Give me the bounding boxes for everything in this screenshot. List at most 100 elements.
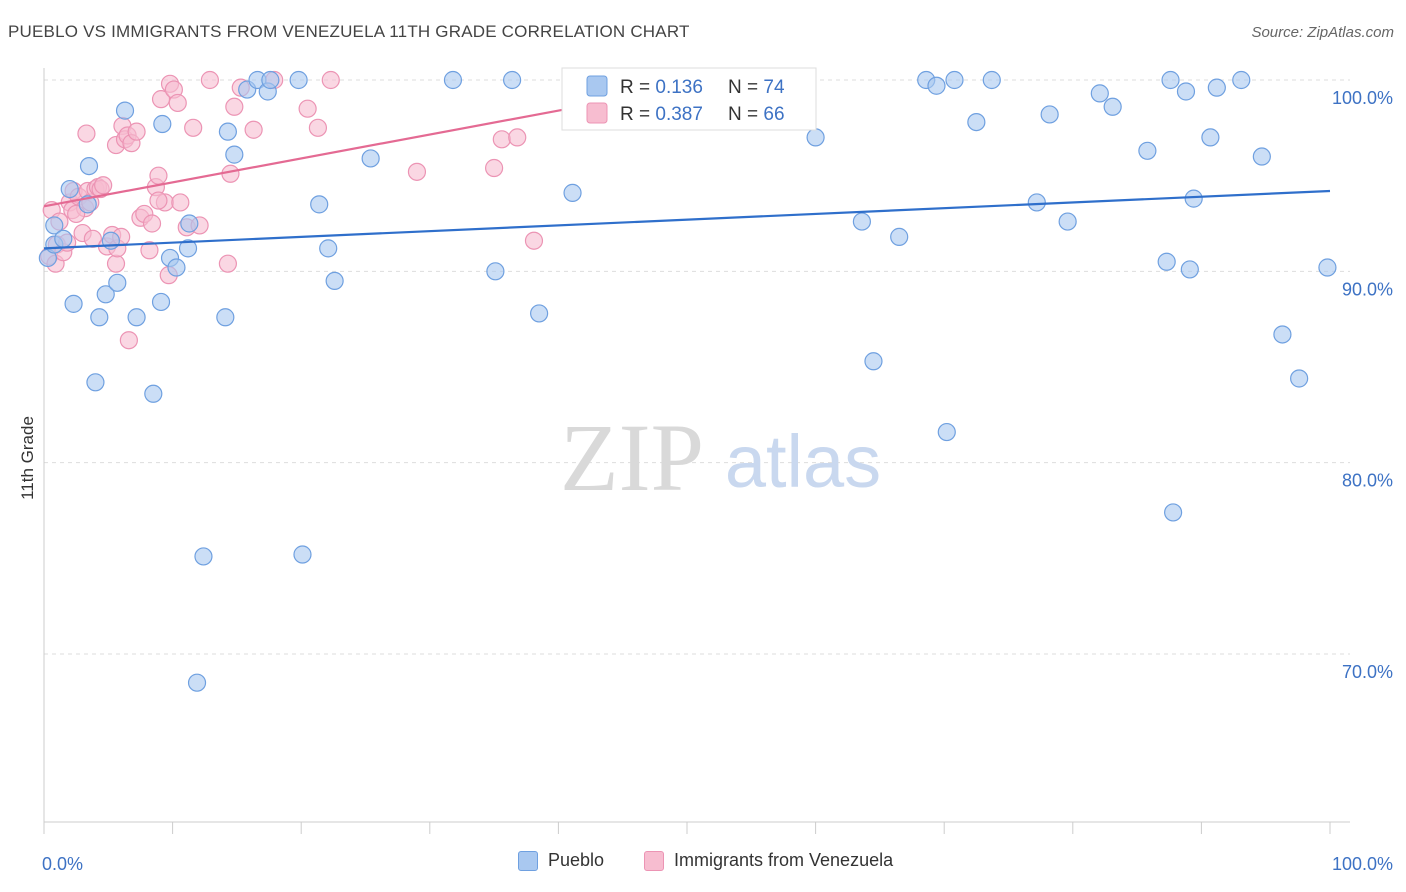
venezuela-point (171, 193, 190, 212)
venezuela-point (321, 70, 340, 90)
source-label: Source: ZipAtlas.com (1251, 24, 1394, 41)
venezuela-point (94, 176, 113, 195)
venezuela-point (485, 158, 504, 178)
venezuela-point (225, 97, 244, 116)
pueblo-point (1164, 503, 1183, 522)
pueblo-point (194, 547, 213, 566)
pueblo-point (864, 352, 883, 371)
pueblo-point (1184, 189, 1203, 208)
pueblo-point (1318, 258, 1337, 277)
pueblo-point (1252, 147, 1271, 166)
x-tick-label: 0.0% (42, 854, 83, 874)
pueblo-point (1176, 82, 1196, 101)
venezuela-point (218, 254, 237, 273)
legend-pueblo-n: N = 74 (728, 77, 785, 98)
pueblo-point (967, 112, 986, 132)
pueblo-point (1201, 128, 1220, 147)
pueblo-point (1058, 212, 1077, 231)
pueblo-point (1157, 252, 1176, 271)
venezuela-point (492, 130, 511, 149)
y-tick-label: 100.0% (1332, 88, 1393, 108)
pueblo-trend-line (43, 189, 1331, 250)
legend-item-venezuela[interactable]: Immigrants from Venezuela (644, 850, 893, 871)
venezuela-point (83, 229, 102, 248)
stats-legend: R = 0.136 N = 74 R = 0.387 N = 66 (561, 67, 817, 131)
y-axis-title: 11th Grade (18, 416, 37, 500)
pueblo-point (151, 292, 171, 312)
pueblo-point (325, 271, 344, 290)
axes (43, 68, 1350, 834)
pueblo-point (443, 70, 463, 90)
venezuela-trend-line (43, 107, 569, 208)
pueblo-point (890, 227, 909, 246)
y-tick-labels: 100.0% 90.0% 80.0% 70.0% (1332, 88, 1393, 682)
pueblo-point (187, 673, 207, 692)
pueblo-point (45, 216, 64, 235)
pueblo-point (86, 373, 105, 392)
watermark: ZIP atlas (560, 404, 881, 511)
pueblo-point (1180, 260, 1199, 279)
pueblo-point (486, 262, 505, 281)
venezuela-point (244, 120, 263, 139)
venezuela-point (308, 118, 328, 137)
legend-swatch-venezuela (586, 102, 608, 124)
pueblo-point (1232, 70, 1251, 90)
pueblo-point (1090, 84, 1109, 103)
pueblo-point (261, 70, 280, 90)
legend-label-pueblo: Pueblo (548, 850, 605, 870)
venezuela-point (184, 118, 203, 137)
pueblo-point (1207, 78, 1226, 97)
pueblo-point (60, 179, 79, 199)
pueblo-point (945, 70, 964, 90)
legend-swatch-pink (644, 850, 664, 871)
venezuela-point (77, 124, 96, 143)
pueblo-point (90, 308, 109, 327)
legend-label-venezuela: Immigrants from Venezuela (674, 850, 894, 870)
pueblo-point (563, 183, 582, 202)
pueblo-point (54, 229, 73, 248)
x-tick-label: 100.0% (1332, 854, 1393, 874)
venezuela-point (140, 241, 159, 260)
pueblo-point (1138, 141, 1157, 160)
legend-swatch-blue (518, 850, 538, 871)
pueblo-point (1040, 105, 1059, 124)
pueblo-point (1273, 325, 1292, 344)
pueblo-point (1290, 369, 1309, 388)
pueblo-point (115, 101, 135, 120)
pueblo-point (127, 308, 146, 327)
venezuela-point (298, 99, 317, 118)
pueblo-point (1027, 193, 1046, 212)
pueblo-point (108, 273, 127, 292)
pueblo-point (289, 70, 308, 90)
venezuela-point (142, 214, 162, 233)
legend-venezuela-n: N = 66 (728, 104, 785, 125)
pueblo-point (530, 304, 549, 323)
x-tick-labels: 0.0% 100.0% (42, 854, 1393, 874)
trend-lines (43, 107, 1331, 250)
pueblo-point (503, 70, 522, 90)
legend-venezuela-r: R = 0.387 (620, 104, 703, 125)
pueblo-points (38, 70, 1337, 692)
venezuela-point (200, 70, 219, 90)
pueblo-point (982, 70, 1001, 90)
legend-pueblo-r: R = 0.136 (620, 77, 703, 98)
pueblo-point (852, 212, 871, 231)
legend-item-pueblo[interactable]: Pueblo (518, 850, 604, 871)
pueblo-point (1161, 70, 1180, 90)
venezuela-point (524, 231, 544, 250)
pueblo-point (319, 239, 338, 258)
pueblo-point (144, 384, 163, 403)
venezuela-point (168, 93, 187, 113)
pueblo-point (167, 258, 186, 277)
venezuela-point (127, 122, 146, 141)
pueblo-point (180, 214, 199, 233)
pueblo-point (937, 422, 956, 442)
pueblo-point (1103, 97, 1122, 116)
pueblo-point (293, 545, 312, 564)
pueblo-point (310, 195, 329, 214)
venezuela-point (149, 166, 168, 185)
venezuela-point (407, 162, 427, 181)
pueblo-point (806, 128, 825, 147)
venezuela-point (106, 254, 126, 273)
